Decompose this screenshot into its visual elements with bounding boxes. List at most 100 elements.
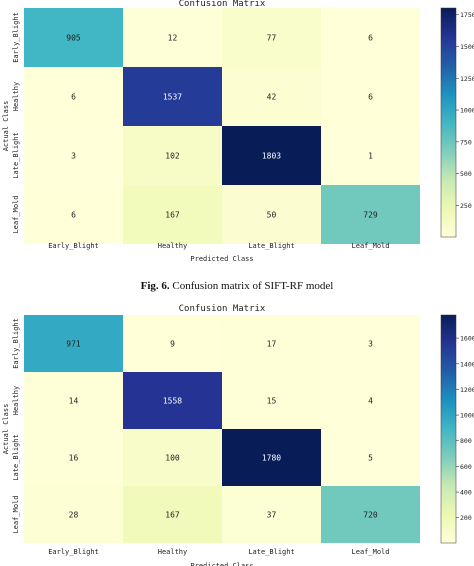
- cell-value-label: 1537: [163, 93, 182, 102]
- y-tick-label: Early_Blight: [12, 12, 20, 63]
- figure-caption: Fig. 6. Confusion matrix of SIFT-RF mode…: [141, 280, 334, 292]
- cell-value-label: 905: [66, 34, 81, 43]
- cell-value-label: 14: [69, 397, 79, 406]
- colorbar-tick-label: 800: [460, 437, 472, 445]
- heatmap-cell: [222, 67, 321, 126]
- heatmap-cell: [123, 429, 222, 486]
- heatmap-cell: [123, 486, 222, 543]
- cell-value-label: 971: [66, 340, 81, 349]
- y-axis-label: Actual Class: [2, 404, 10, 455]
- colorbar-tick-label: 1500: [460, 43, 474, 51]
- cell-value-label: 5: [368, 454, 373, 463]
- colorbar-tick-label: 1000: [460, 412, 474, 420]
- heatmap-cell: [24, 315, 123, 372]
- cell-value-label: 12: [168, 34, 178, 43]
- x-axis-label: Predicted Class: [190, 255, 253, 263]
- figure-caption-text: Confusion matrix of SIFT-RF model: [170, 280, 334, 292]
- x-tick-label: Late_Blight: [248, 242, 294, 250]
- heatmap-cell: [321, 486, 420, 543]
- cell-value-label: 17: [267, 340, 277, 349]
- heatmap-cell: [24, 8, 123, 67]
- y-tick-label: Healthy: [12, 386, 20, 416]
- colorbar-tick-label: 1200: [460, 386, 474, 394]
- y-tick-label: Late_Blight: [12, 132, 20, 178]
- cell-value-label: 100: [165, 454, 180, 463]
- cell-value-label: 720: [363, 511, 378, 520]
- cell-value-label: 6: [71, 211, 76, 220]
- y-tick-label: Leaf_Mold: [12, 196, 20, 234]
- colorbar: [440, 7, 457, 238]
- cell-value-label: 102: [165, 152, 180, 161]
- heatmap-cell: [123, 372, 222, 429]
- confusion-matrix-1: Confusion Matrix 905 12 77 6 6 1537 42 6 3 102 1803…: [2, 0, 474, 263]
- heatmap-cell: [24, 126, 123, 185]
- x-tick-label: Healthy: [158, 548, 188, 556]
- x-tick-label: Early_Blight: [48, 548, 99, 556]
- colorbar-tick-label: 1000: [460, 107, 474, 115]
- cell-value-label: 28: [69, 511, 79, 520]
- colorbar-tick-label: 400: [460, 489, 472, 497]
- colorbar-tick-label: 200: [460, 514, 472, 522]
- heatmap-cell: [222, 315, 321, 372]
- cell-value-label: 3: [368, 340, 373, 349]
- colorbar-tick-label: 600: [460, 463, 472, 471]
- heatmap-cell: [222, 126, 321, 185]
- cell-value-label: 1558: [163, 397, 182, 406]
- heatmap-cell: [123, 67, 222, 126]
- heatmap-cell: [24, 486, 123, 543]
- heatmap-cell: [222, 429, 321, 486]
- colorbar-tick-label: 1600: [460, 335, 474, 343]
- heatmap-cell: [222, 372, 321, 429]
- x-tick-label: Late_Blight: [248, 548, 294, 556]
- cell-value-label: 1: [368, 152, 373, 161]
- heatmap-cell: [24, 429, 123, 486]
- heatmap-cell: [24, 185, 123, 244]
- heatmap-cell: [222, 486, 321, 543]
- x-tick-label: Leaf_Mold: [352, 242, 390, 250]
- chart-title: Confusion Matrix: [179, 0, 266, 9]
- cell-value-label: 4: [368, 397, 373, 406]
- y-tick-label: Leaf_Mold: [12, 496, 20, 534]
- colorbar-tick-label: 1400: [460, 360, 474, 368]
- cell-value-label: 6: [368, 34, 373, 43]
- y-tick-label: Late_Blight: [12, 434, 20, 480]
- heatmap-cell: [321, 8, 420, 67]
- heatmap-cell: [321, 315, 420, 372]
- cell-value-label: 3: [71, 152, 76, 161]
- heatmap-cell: [123, 126, 222, 185]
- heatmap-cell: [321, 429, 420, 486]
- cell-value-label: 1803: [262, 152, 281, 161]
- heatmap-cell: [24, 67, 123, 126]
- colorbar-tick-label: 750: [460, 138, 472, 146]
- x-axis-label: Predicted Class: [190, 562, 253, 566]
- colorbar-tick-label: 250: [460, 202, 472, 210]
- heatmap-cell: [321, 372, 420, 429]
- heatmap-cell: [123, 8, 222, 67]
- cell-value-label: 167: [165, 511, 180, 520]
- heatmap-cell: [123, 315, 222, 372]
- cell-value-label: 9: [170, 340, 175, 349]
- x-tick-label: Early_Blight: [48, 242, 99, 250]
- cell-value-label: 15: [267, 397, 277, 406]
- cell-value-label: 77: [267, 34, 277, 43]
- y-axis-label: Actual Class: [2, 101, 10, 152]
- x-tick-label: Leaf_Mold: [352, 548, 390, 556]
- heatmap-cell: [321, 185, 420, 244]
- y-tick-label: Early_Blight: [12, 318, 20, 369]
- cell-value-label: 42: [267, 93, 277, 102]
- colorbar-tick-label: 1750: [460, 11, 474, 19]
- colorbar-tick-label: 1250: [460, 75, 474, 83]
- heatmap-cell: [321, 67, 420, 126]
- cell-value-label: 50: [267, 211, 277, 220]
- cell-value-label: 6: [368, 93, 373, 102]
- heatmap-cell: [222, 185, 321, 244]
- confusion-matrix-2: Confusion Matrix 971 9 17 3 14 1558 15 4 16 100 178…: [2, 304, 474, 566]
- cell-value-label: 37: [267, 511, 277, 520]
- colorbar-tick-label: 500: [460, 170, 472, 178]
- heatmap-cell: [222, 8, 321, 67]
- figure-number: Fig. 6.: [141, 280, 170, 292]
- y-tick-label: Healthy: [12, 82, 20, 112]
- heatmap-cell: [123, 185, 222, 244]
- cell-value-label: 729: [363, 211, 378, 220]
